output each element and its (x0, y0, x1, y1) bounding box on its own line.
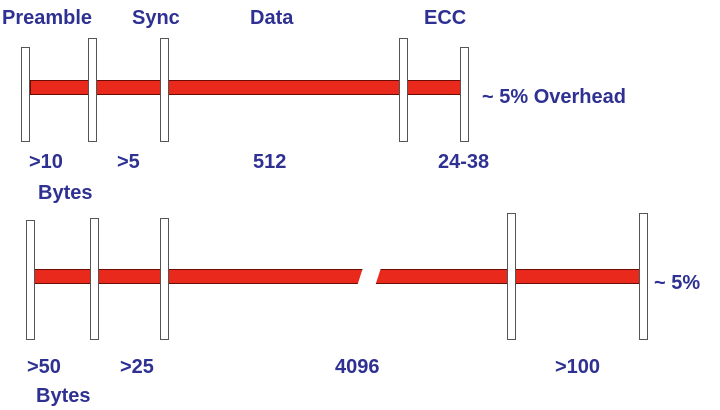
top-separator-preamble-sync (88, 38, 97, 142)
bottom-ecc-size: >100 (555, 356, 601, 378)
bottom-data-size: 4096 (335, 356, 380, 378)
bottom-separator-sync-data (160, 218, 169, 340)
ecc-field-label: ECC (424, 7, 467, 29)
bottom-separator-data-ecc (507, 213, 516, 340)
bottom-sync-size: >25 (120, 356, 154, 378)
bottom-overhead-label: ~ 5% (654, 272, 701, 294)
top-separator-sync-data (160, 38, 169, 142)
top-unit-label: Bytes (38, 182, 93, 204)
top-data-size: 512 (253, 151, 287, 173)
preamble-field-label: Preamble (2, 7, 93, 29)
sync-field-label: Sync (132, 7, 180, 29)
bottom-preamble-size: >50 (27, 356, 61, 378)
bottom-separator-end (639, 213, 648, 340)
data-field-label: Data (250, 7, 294, 29)
top-separator-start (21, 47, 30, 142)
bottom-sector-bar (34, 269, 644, 284)
top-separator-end (460, 47, 469, 142)
top-preamble-size: >10 (29, 151, 63, 173)
bottom-unit-label: Bytes (36, 385, 91, 407)
top-sync-size: >5 (117, 151, 140, 173)
bottom-separator-preamble-sync (90, 218, 99, 340)
top-ecc-size: 24-38 (438, 151, 490, 173)
bottom-separator-start (26, 220, 35, 340)
top-overhead-label: ~ 5% Overhead (482, 86, 626, 108)
top-separator-data-ecc (399, 38, 408, 142)
